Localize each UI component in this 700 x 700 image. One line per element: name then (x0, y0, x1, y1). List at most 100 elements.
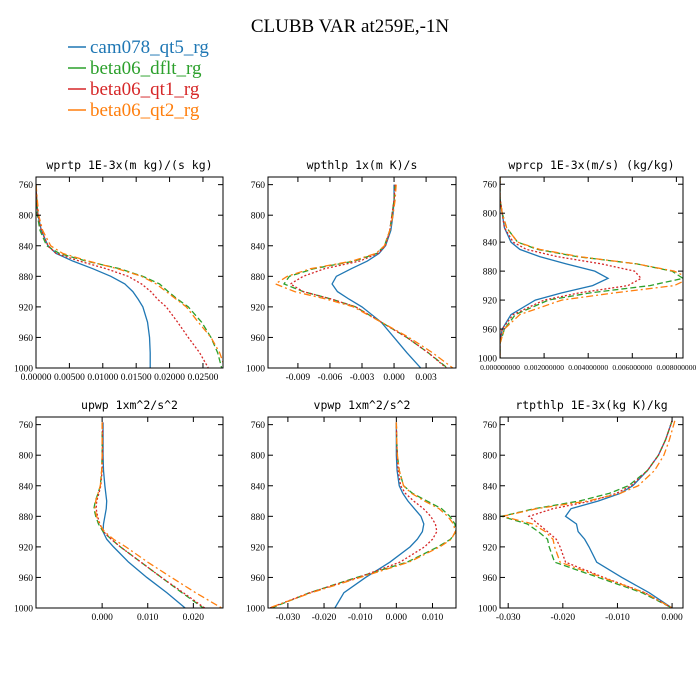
series-line (500, 177, 683, 358)
series-line (271, 422, 456, 608)
plot-frame (35, 176, 224, 369)
y-tick-label: 960 (483, 574, 498, 584)
y-tick-label: 880 (251, 513, 266, 523)
y-tick-label: 840 (483, 239, 498, 249)
series-line (564, 420, 673, 608)
legend-label: beta06_dflt_rg (90, 58, 202, 79)
chart-panel: wprtp 1E-3x(m kg)/(s kg) 760 800 840 880 920 9… (14, 158, 224, 383)
x-tick-label: 0.010 (422, 613, 444, 623)
y-tick-label: 840 (251, 242, 266, 252)
y-tick-label: 760 (19, 421, 34, 431)
y-tick-label: 960 (251, 334, 266, 344)
y-tick-label: 920 (19, 303, 34, 313)
y-tick-label: 920 (19, 543, 34, 553)
x-tick-label: -0.020 (312, 613, 337, 623)
series-line (36, 184, 151, 368)
x-tick-label: 0.01500 (121, 373, 152, 383)
y-tick-label: 880 (19, 273, 34, 283)
x-tick-label: 0.00000 (21, 373, 52, 383)
y-tick-label: 840 (19, 482, 34, 492)
series-line (95, 422, 206, 608)
legend-label: cam078_qt5_rg (90, 37, 209, 58)
plot-frame (499, 416, 684, 609)
y-tick-label: 800 (251, 212, 266, 222)
y-tick-label: 880 (483, 513, 498, 523)
series-group (500, 420, 676, 608)
series-group (93, 422, 222, 608)
x-tick-label: -0.010 (605, 613, 630, 623)
series-line (527, 420, 673, 608)
y-tick-label: 960 (19, 574, 34, 584)
y-tick-label: 960 (19, 334, 34, 344)
y-tick-label: 840 (483, 482, 498, 492)
chart-panel: upwp 1xm^2/s^2 760 800 840 880 920 960 1000 0.00… (14, 398, 224, 623)
series-line (36, 184, 223, 368)
series-line (289, 184, 447, 368)
x-tick-label: 0.002000000 (524, 363, 564, 372)
x-tick-label: 0.02500 (188, 373, 219, 383)
series-group (268, 422, 456, 608)
y-tick-label: 920 (251, 303, 266, 313)
figure-title: CLUBB VAR at259E,-1N (251, 16, 450, 37)
y-tick-label: 1000 (14, 605, 33, 615)
y-tick-label: 800 (19, 212, 34, 222)
y-tick-label: 760 (19, 181, 34, 191)
legend-label: beta06_qt2_rg (90, 100, 200, 121)
y-tick-label: 880 (483, 268, 498, 278)
x-tick-label: 0.00500 (54, 373, 85, 383)
y-tick-label: 960 (483, 326, 498, 336)
y-tick-label: 920 (483, 543, 498, 553)
x-tick-label: 0.000000000 (480, 363, 520, 372)
x-tick-label: 0.000 (661, 613, 683, 623)
chart-panel: wpthlp 1x(m K)/s 760 800 840 880 920 960 1000 -0… (246, 158, 457, 383)
x-tick-label: -0.020 (551, 613, 576, 623)
x-tick-label: 0.000 (383, 373, 405, 383)
series-line (334, 422, 425, 608)
y-tick-label: 1000 (478, 605, 497, 615)
y-tick-label: 800 (483, 210, 498, 220)
x-tick-label: 0.020 (183, 613, 205, 623)
panels: wprtp 1E-3x(m kg)/(s kg) 760 800 840 880 920 9… (14, 158, 697, 623)
y-tick-label: 760 (251, 181, 266, 191)
y-tick-label: 920 (251, 543, 266, 553)
panel-title: wprcp 1E-3x(m/s) (kg/kg) (508, 158, 674, 172)
y-tick-label: 760 (483, 181, 498, 191)
series-line (500, 177, 610, 358)
series-line (500, 177, 643, 358)
y-tick-label: 960 (251, 574, 266, 584)
series-group (500, 177, 683, 358)
legend-label: beta06_qt1_rg (90, 79, 200, 100)
x-tick-label: 0.004000000 (568, 363, 608, 372)
series-line (502, 420, 676, 608)
y-tick-label: 800 (19, 452, 34, 462)
panel-title: vpwp 1xm^2/s^2 (314, 398, 411, 412)
chart-panel: vpwp 1xm^2/s^2 760 800 840 880 920 960 1000 -0.0… (246, 398, 457, 623)
x-tick-label: -0.009 (286, 373, 311, 383)
series-group (274, 184, 454, 368)
x-tick-label: 0.000 (91, 613, 113, 623)
chart-panel: rtpthlp 1E-3x(kg K)/kg 760 800 840 880 920 960… (478, 398, 684, 623)
y-tick-label: 1000 (246, 605, 265, 615)
x-tick-label: -0.003 (350, 373, 375, 383)
series-line (283, 184, 448, 368)
series-line (36, 184, 209, 368)
x-tick-label: 0.01000 (87, 373, 118, 383)
y-tick-label: 760 (483, 421, 498, 431)
series-line (274, 184, 454, 368)
legend: cam078_qt5_rgbeta06_dflt_rgbeta06_qt1_rg… (68, 37, 209, 121)
y-tick-label: 840 (251, 482, 266, 492)
x-tick-label: 0.006000000 (612, 363, 652, 372)
x-tick-label: -0.030 (276, 613, 301, 623)
series-line (36, 184, 223, 365)
y-tick-label: 760 (251, 421, 266, 431)
plot-frame (267, 416, 457, 609)
panel-title: wpthlp 1x(m K)/s (307, 158, 418, 172)
plot-frame (499, 176, 684, 359)
x-tick-label: 0.010 (137, 613, 159, 623)
panel-title: wprtp 1E-3x(m kg)/(s kg) (46, 158, 212, 172)
panel-title: rtpthlp 1E-3x(kg K)/kg (515, 398, 667, 412)
chart-panel: wprcp 1E-3x(m/s) (kg/kg) 760 800 840 880 920 9… (478, 158, 697, 372)
y-tick-label: 1000 (478, 355, 497, 365)
series-line (93, 422, 204, 608)
